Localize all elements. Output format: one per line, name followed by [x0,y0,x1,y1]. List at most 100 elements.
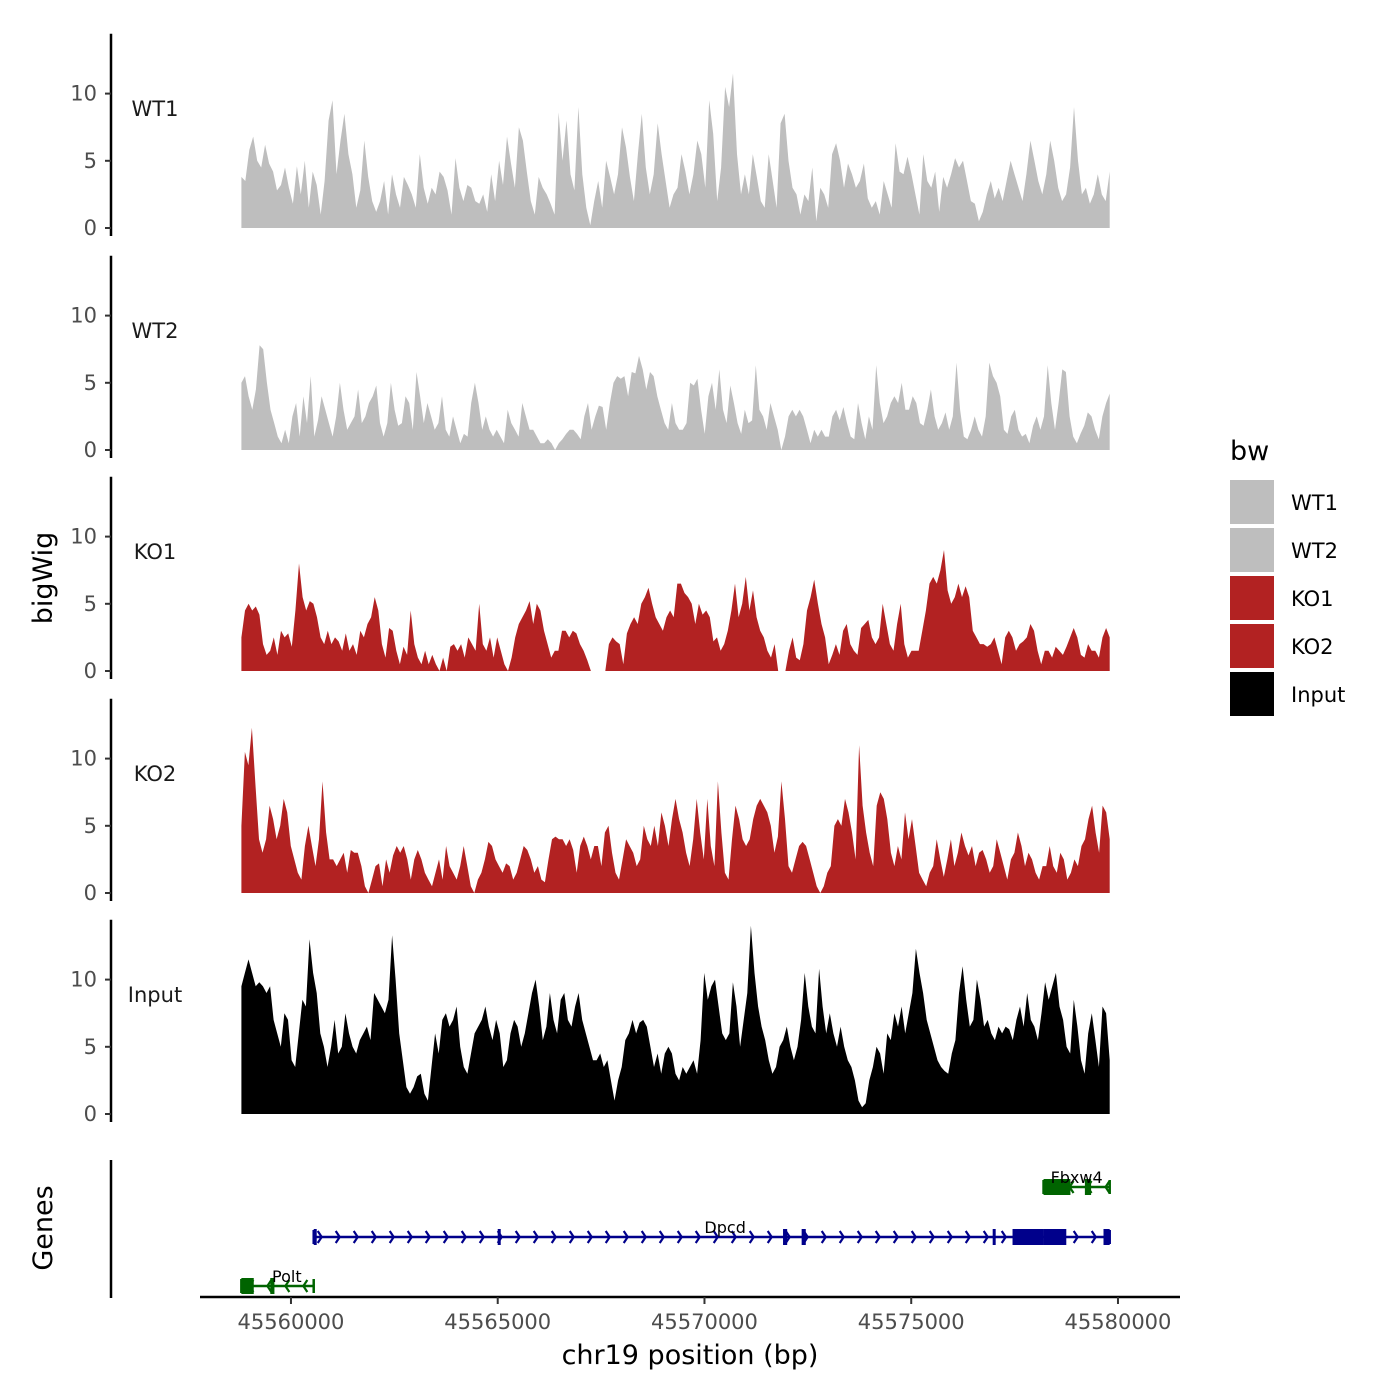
genes-group: Polt Dpcd Fbxw4 [109,1160,1111,1298]
legend-label: KO2 [1291,635,1334,659]
legend-key-input [1230,672,1274,716]
track-ko1: 0 5 10 KO1 [70,476,1110,683]
strand-arrow [284,1279,291,1293]
strand-arrow [820,1230,828,1244]
strand-arrow [388,1230,396,1244]
y-tick-label: 0 [84,659,97,683]
strand-arrow [532,1230,540,1244]
x-tick-label: 45570000 [651,1310,758,1334]
strand-arrow [622,1230,630,1244]
y-tick-label: 10 [70,747,97,771]
area-wt2 [241,345,1110,450]
y-tick-label: 10 [70,82,97,106]
x-tick-label: 45575000 [858,1310,965,1334]
x-axis: 45560000 45565000 45570000 45575000 45580000 [200,1295,1180,1334]
strand-arrow [514,1230,522,1244]
gene-dpcd: Dpcd [312,1218,1111,1245]
exon [1012,1229,1044,1245]
gene-label: Dpcd [704,1218,745,1237]
track-label: KO1 [134,540,177,564]
track-ko2: 0 5 10 KO2 [70,698,1110,905]
strand-arrow [694,1230,702,1244]
y-tick-label: 5 [84,592,97,616]
exon [1043,1179,1071,1195]
strand-arrow [928,1230,936,1244]
strand-arrow [442,1230,450,1244]
strand-arrow [748,1230,756,1244]
gene-polt: Polt [240,1267,315,1294]
genes-axis-title: Genes [28,1185,59,1270]
area-ko1 [605,576,779,671]
strand-arrow [1072,1230,1080,1244]
strand-arrow [334,1230,342,1244]
tracks-group: 0 5 10 WT1 0 5 10 WT2 0 5 10 KO1 0 5 10 KO2 0 5 10 Input [70,33,1110,1126]
strand-arrow [1090,1230,1098,1244]
exon [241,1278,254,1294]
y-tick-label: 10 [70,968,97,992]
strand-arrow [568,1230,576,1244]
gene-label: Fbxw4 [1051,1168,1103,1187]
track-wt1: 0 5 10 WT1 [70,33,1110,240]
strand-arrow [676,1230,684,1244]
area-input [241,925,1110,1114]
track-wt2: 0 5 10 WT2 [70,255,1110,462]
track-label: Input [128,983,182,1007]
strand-arrow [316,1230,324,1244]
strand-arrow [946,1230,954,1244]
y-tick-label: 0 [84,216,97,240]
gene-label: Polt [272,1267,302,1286]
legend-label: WT1 [1291,491,1338,515]
exon [1043,1229,1067,1245]
strand-arrow [640,1230,648,1244]
y-tick-label: 0 [84,881,97,905]
strand-arrow [460,1230,468,1244]
strand-arrow [1000,1230,1008,1244]
strand-arrow [406,1230,414,1244]
strand-arrow [874,1230,882,1244]
exon [1084,1179,1092,1195]
strand-arrow [352,1230,360,1244]
track-input: 0 5 10 Input [70,919,1110,1126]
track-label: WT2 [132,319,179,343]
exon [783,1229,788,1245]
strand-arrow [856,1230,864,1244]
strand-arrow [478,1230,486,1244]
strand-arrow [982,1230,990,1244]
y-tick-label: 10 [70,304,97,328]
x-tick-label: 45565000 [444,1310,551,1334]
exon [497,1229,501,1245]
strand-arrow [910,1230,918,1244]
gene-fbxw4: Fbxw4 [1042,1168,1111,1195]
exon [1103,1229,1110,1245]
x-tick-label: 45580000 [1065,1310,1172,1334]
legend-key-wt2 [1230,528,1274,572]
legend: bw WT1 WT2 KO1 KO2 Input [1230,436,1345,716]
y-tick-label: 0 [84,1102,97,1126]
strand-arrow [1104,1180,1111,1194]
strand-arrow [964,1230,972,1244]
strand-arrow [302,1279,309,1293]
strand-arrow [658,1230,666,1244]
legend-label: KO1 [1291,587,1334,611]
strand-arrow [424,1230,432,1244]
exon [270,1278,275,1294]
y-tick-label: 5 [84,371,97,395]
strand-arrow [838,1230,846,1244]
y-tick-label: 5 [84,814,97,838]
exon [313,1229,317,1245]
strand-arrow [892,1230,900,1244]
y-tick-label: 10 [70,525,97,549]
area-wt1 [241,73,1110,229]
strand-arrow [370,1230,378,1244]
strand-arrow [730,1230,738,1244]
strand-arrow [550,1230,558,1244]
x-tick-label: 45560000 [238,1310,345,1334]
x-axis-title: chr19 position (bp) [562,1340,819,1371]
y-tick-label: 5 [84,149,97,173]
legend-label: Input [1291,683,1345,707]
y-axis-title: bigWig [28,532,59,625]
area-ko1 [241,563,591,671]
legend-label: WT2 [1291,539,1338,563]
track-label: KO2 [134,762,177,786]
